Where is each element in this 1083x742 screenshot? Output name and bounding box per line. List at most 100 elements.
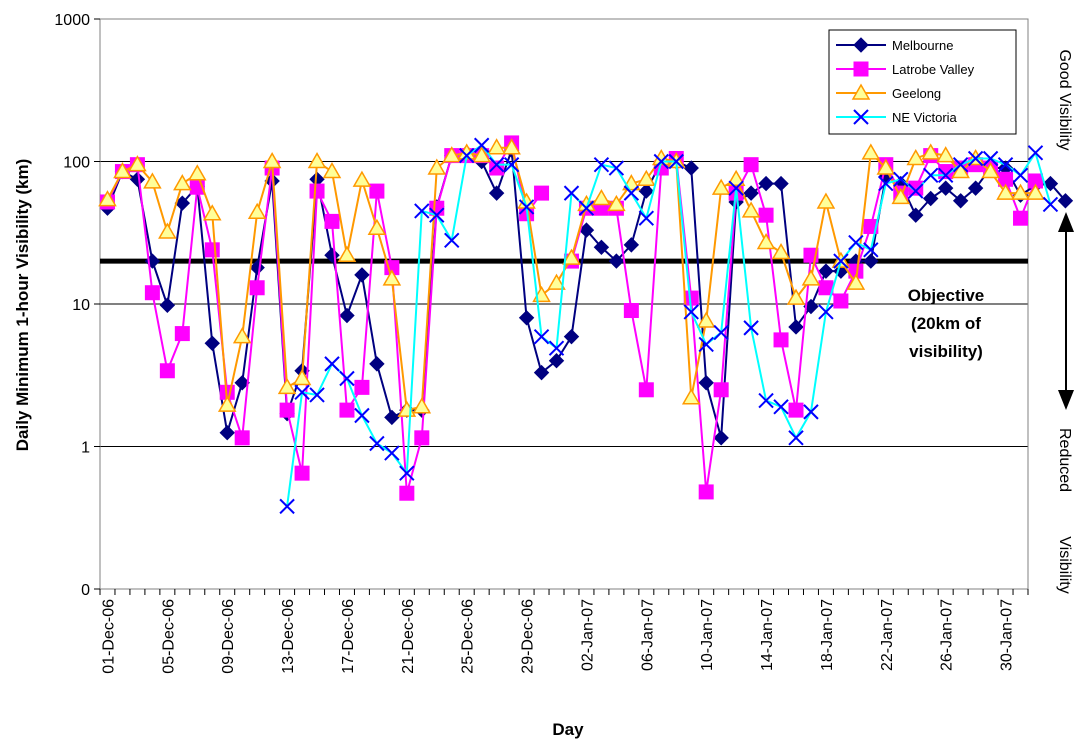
x-tick-label: 06-Jan-07 [639,599,656,671]
data-point [921,143,941,160]
data-point [128,155,147,172]
data-point [876,158,896,175]
data-point-stroke [623,185,640,201]
data-point [698,484,714,500]
legend-entry: Latrobe Valley [836,61,975,77]
data-point [337,245,357,262]
data-point [352,170,372,187]
legend-entry: NE Victoria [836,109,958,125]
data-point-stroke [728,180,744,196]
x-tick-label: 13-Dec-06 [280,599,297,674]
data-point-stroke [803,404,819,420]
data-point [758,392,774,409]
data-point [1042,196,1059,213]
data-point-stroke [833,253,849,269]
data-point [534,185,550,201]
series-line [286,143,1052,507]
data-point [681,388,701,405]
data-point [369,435,385,452]
data-point-stroke [743,320,759,336]
data-point-stroke [713,324,729,341]
data-point [726,169,746,187]
data-point [818,263,834,279]
data-point-stroke [788,430,804,446]
data-point [429,207,445,223]
visibility-label: Visibility [1056,536,1073,594]
data-point [202,204,222,221]
y-tick-label: 10 [72,297,90,314]
data-point [833,253,849,269]
objective-label-line-3: visibility) [909,342,983,361]
data-point-stroke [653,153,669,170]
data-point [292,368,312,386]
data-point [951,162,970,179]
data-point [608,160,625,176]
data-point [773,175,789,192]
data-point [294,465,310,481]
data-point [937,180,954,196]
data-point-stroke [384,445,400,461]
data-point-stroke [369,435,385,452]
data-point [623,237,640,253]
data-point [853,61,869,77]
series-line [106,146,1036,412]
data-point-stroke [294,384,310,401]
data-point-stroke [459,147,475,164]
data-point [816,192,836,209]
data-point [593,156,610,173]
data-point [908,207,924,223]
data-point [399,465,415,481]
data-point [1011,183,1030,200]
data-point [1042,175,1059,192]
data-point [219,424,235,441]
data-point-stroke [967,150,984,167]
data-point-stroke [923,167,939,184]
data-point [442,146,462,163]
data-point [384,445,400,461]
data-point [158,222,177,239]
data-point [848,234,864,251]
data-point-stroke [429,207,445,223]
data-point [982,150,999,167]
data-point-stroke [414,203,430,219]
data-point [1026,183,1045,200]
data-point [803,404,819,420]
data-point [533,328,550,345]
y-tick-label: 1 [81,440,90,457]
data-point-stroke [548,340,565,356]
data-point [638,183,655,199]
data-point [563,328,580,345]
y-tick-label: 1000 [54,12,90,29]
data-point [414,430,430,446]
data-point [698,336,714,353]
data-point [533,364,550,381]
data-point [851,83,871,100]
data-point-stroke [324,356,340,372]
data-point [144,285,160,301]
objective-label-line-1: Objective [908,286,985,305]
data-point [952,193,969,209]
data-point [518,310,535,326]
data-point [503,156,520,173]
data-point-stroke [853,109,869,125]
data-point-stroke [952,156,969,173]
data-point [234,375,250,391]
x-tick-label: 21-Dec-06 [400,599,417,674]
data-point [129,171,146,188]
data-point [382,269,402,286]
data-point [1057,193,1074,209]
data-point [773,399,789,415]
data-point-stroke [533,328,550,345]
data-point-stroke [982,150,999,167]
reduced-label: Reduced [1056,428,1073,492]
data-point [608,253,625,269]
data-point-stroke [608,160,625,176]
data-point [923,190,939,207]
data-point [412,397,432,414]
data-point [683,160,699,176]
x-axis-title: Day [552,720,584,739]
x-tick-label: 17-Dec-06 [340,599,357,674]
y-axis-ticks: 0 1 10 100 1000 [54,12,100,599]
data-point [159,297,176,313]
data-point [279,498,295,515]
